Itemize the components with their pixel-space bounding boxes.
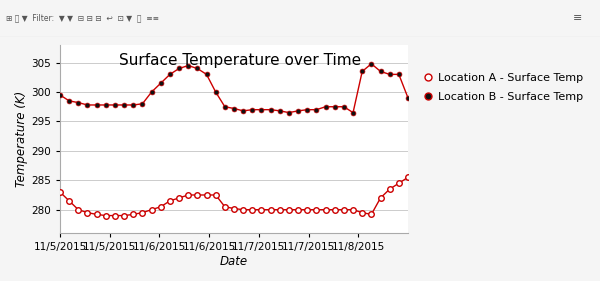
Y-axis label: Temperature (K): Temperature (K) [16, 91, 28, 187]
Text: Surface Temperature over Time: Surface Temperature over Time [119, 53, 361, 68]
X-axis label: Date: Date [220, 255, 248, 268]
Legend: Location A - Surface Temp, Location B - Surface Temp: Location A - Surface Temp, Location B - … [424, 73, 584, 102]
Text: ⊞ ⬛ ▼  Filter:  ▼ ▼  ⊟ ⊟ ⊟  ↩  ⊡ ▼  🔍  ≡≡: ⊞ ⬛ ▼ Filter: ▼ ▼ ⊟ ⊟ ⊟ ↩ ⊡ ▼ 🔍 ≡≡ [6, 14, 159, 23]
Text: ≡: ≡ [572, 13, 582, 23]
